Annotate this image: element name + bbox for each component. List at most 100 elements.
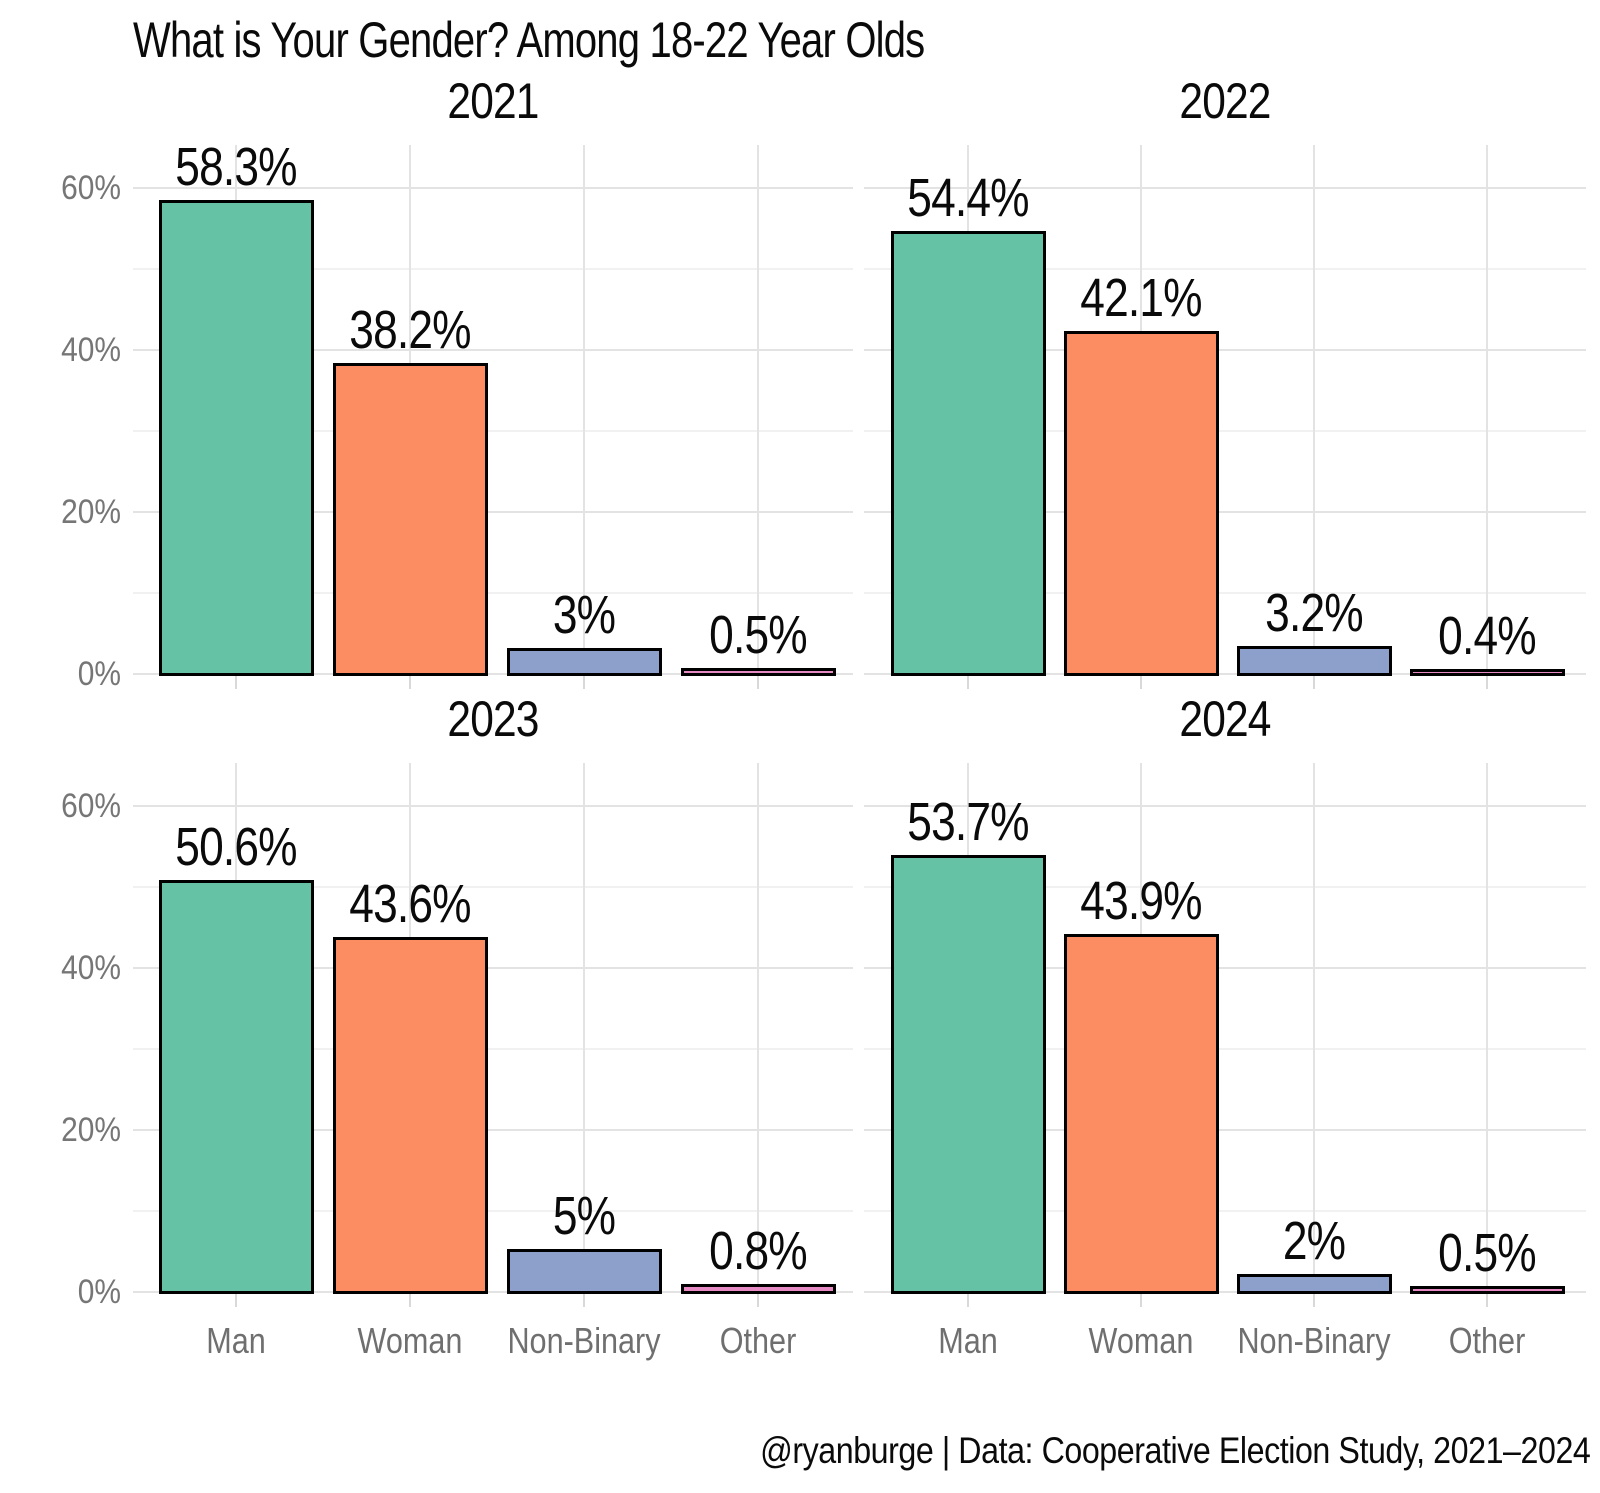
gridline-minor bbox=[864, 268, 1586, 270]
facet-title-2022: 2022 bbox=[1179, 73, 1271, 129]
x-axis-tick bbox=[1486, 675, 1488, 689]
x-axis-label-woman: Woman bbox=[357, 1320, 463, 1361]
x-axis-tick bbox=[757, 1293, 759, 1307]
bar-2024-non-binary bbox=[1237, 1274, 1392, 1294]
bar-2023-man bbox=[159, 880, 314, 1294]
gridline-major bbox=[864, 187, 1586, 189]
value-label-2022-non-binary: 3.2% bbox=[1265, 583, 1363, 643]
x-axis-tick bbox=[967, 675, 969, 689]
facet-panel-2022: 54.4% 42.1% 3.2% 0.4% bbox=[864, 145, 1586, 689]
bar-2024-man bbox=[891, 855, 1046, 1294]
gridline-vertical bbox=[1486, 763, 1488, 1292]
gridline-vertical bbox=[1313, 763, 1315, 1292]
bar-2022-woman bbox=[1064, 331, 1219, 676]
x-axis-label-non-binary: Non-Binary bbox=[1237, 1320, 1391, 1361]
gridline-minor bbox=[133, 1048, 853, 1050]
value-label-2024-man: 53.7% bbox=[907, 792, 1029, 852]
gridline-vertical bbox=[583, 763, 585, 1292]
x-axis-label-man: Man bbox=[206, 1320, 266, 1361]
bar-2021-other bbox=[681, 668, 836, 676]
y-axis-label: 0% bbox=[77, 1273, 121, 1311]
value-label-2022-woman: 42.1% bbox=[1080, 268, 1202, 328]
bar-2021-woman bbox=[333, 363, 488, 676]
gridline-major bbox=[864, 1291, 1586, 1293]
x-axis-tick bbox=[409, 1293, 411, 1307]
y-axis-label: 40% bbox=[61, 331, 121, 369]
gridline-major bbox=[864, 805, 1586, 807]
x-axis-label-other: Other bbox=[1448, 1320, 1526, 1361]
x-axis-label-man: Man bbox=[938, 1320, 998, 1361]
x-axis-tick bbox=[583, 675, 585, 689]
value-label-2024-non-binary: 2% bbox=[1282, 1211, 1346, 1271]
chart-title: What is Your Gender? Among 18-22 Year Ol… bbox=[133, 12, 925, 68]
x-axis-tick bbox=[1140, 675, 1142, 689]
bar-2023-woman bbox=[333, 937, 488, 1294]
gridline-vertical bbox=[1313, 145, 1315, 674]
value-label-2021-man: 58.3% bbox=[175, 137, 297, 197]
x-axis-tick bbox=[583, 1293, 585, 1307]
facet-title-2023: 2023 bbox=[447, 691, 539, 747]
gridline-minor bbox=[133, 430, 853, 432]
bar-2022-other bbox=[1410, 669, 1565, 676]
y-axis-label: 20% bbox=[61, 493, 121, 531]
value-label-2022-man: 54.4% bbox=[907, 168, 1029, 228]
x-axis-tick bbox=[1313, 675, 1315, 689]
x-axis-tick bbox=[235, 675, 237, 689]
gridline-minor bbox=[864, 1210, 1586, 1212]
gridline-major bbox=[133, 673, 853, 675]
x-axis-tick bbox=[1313, 1293, 1315, 1307]
x-axis-tick bbox=[1486, 1293, 1488, 1307]
gridline-major bbox=[133, 1129, 853, 1131]
gridline-minor bbox=[864, 1048, 1586, 1050]
gridline-minor bbox=[864, 592, 1586, 594]
x-axis-label-woman: Woman bbox=[1088, 1320, 1194, 1361]
gridline-major bbox=[133, 187, 853, 189]
x-axis-tick bbox=[1140, 1293, 1142, 1307]
bar-2023-other bbox=[681, 1284, 836, 1294]
gridline-minor bbox=[133, 592, 853, 594]
y-axis-label: 20% bbox=[61, 1111, 121, 1149]
value-label-2021-other: 0.5% bbox=[709, 605, 807, 665]
y-axis-label: 0% bbox=[77, 655, 121, 693]
bar-2024-other bbox=[1410, 1286, 1565, 1294]
value-label-2022-other: 0.4% bbox=[1438, 606, 1536, 666]
gridline-major bbox=[133, 1291, 853, 1293]
gridline-major bbox=[133, 511, 853, 513]
gridline-vertical bbox=[583, 145, 585, 674]
gridline-major bbox=[133, 349, 853, 351]
x-axis-tick bbox=[757, 675, 759, 689]
gridline-minor bbox=[133, 268, 853, 270]
chart-source-credit: @ryanburge | Data: Cooperative Election … bbox=[759, 1430, 1591, 1471]
gridline-major bbox=[864, 349, 1586, 351]
x-axis-label-other: Other bbox=[719, 1320, 797, 1361]
facet-title-2024: 2024 bbox=[1179, 691, 1271, 747]
x-axis-tick bbox=[235, 1293, 237, 1307]
gridline-minor bbox=[864, 886, 1586, 888]
facet-panel-2023: 50.6% 43.6% 5% 0.8% bbox=[133, 763, 853, 1307]
gridline-major bbox=[133, 967, 853, 969]
bar-2021-man bbox=[159, 200, 314, 676]
gridline-minor bbox=[864, 430, 1586, 432]
value-label-2024-woman: 43.9% bbox=[1080, 871, 1202, 931]
x-axis-tick bbox=[967, 1293, 969, 1307]
bar-2023-non-binary bbox=[507, 1249, 662, 1294]
bar-2024-woman bbox=[1064, 934, 1219, 1294]
x-axis-label-non-binary: Non-Binary bbox=[507, 1320, 661, 1361]
gridline-major bbox=[133, 805, 853, 807]
y-axis-label: 40% bbox=[61, 949, 121, 987]
bar-2022-non-binary bbox=[1237, 646, 1392, 676]
value-label-2023-non-binary: 5% bbox=[552, 1186, 616, 1246]
gridline-vertical bbox=[1486, 145, 1488, 674]
value-label-2023-man: 50.6% bbox=[175, 817, 297, 877]
y-axis-label: 60% bbox=[61, 787, 121, 825]
gridline-major bbox=[864, 967, 1586, 969]
gridline-minor bbox=[133, 886, 853, 888]
facet-panel-2024: 53.7% 43.9% 2% 0.5% bbox=[864, 763, 1586, 1307]
value-label-2024-other: 0.5% bbox=[1438, 1223, 1536, 1283]
gridline-minor bbox=[133, 1210, 853, 1212]
y-axis-label: 60% bbox=[61, 169, 121, 207]
gridline-vertical bbox=[757, 763, 759, 1292]
x-axis-tick bbox=[409, 675, 411, 689]
bar-2021-non-binary bbox=[507, 648, 662, 676]
